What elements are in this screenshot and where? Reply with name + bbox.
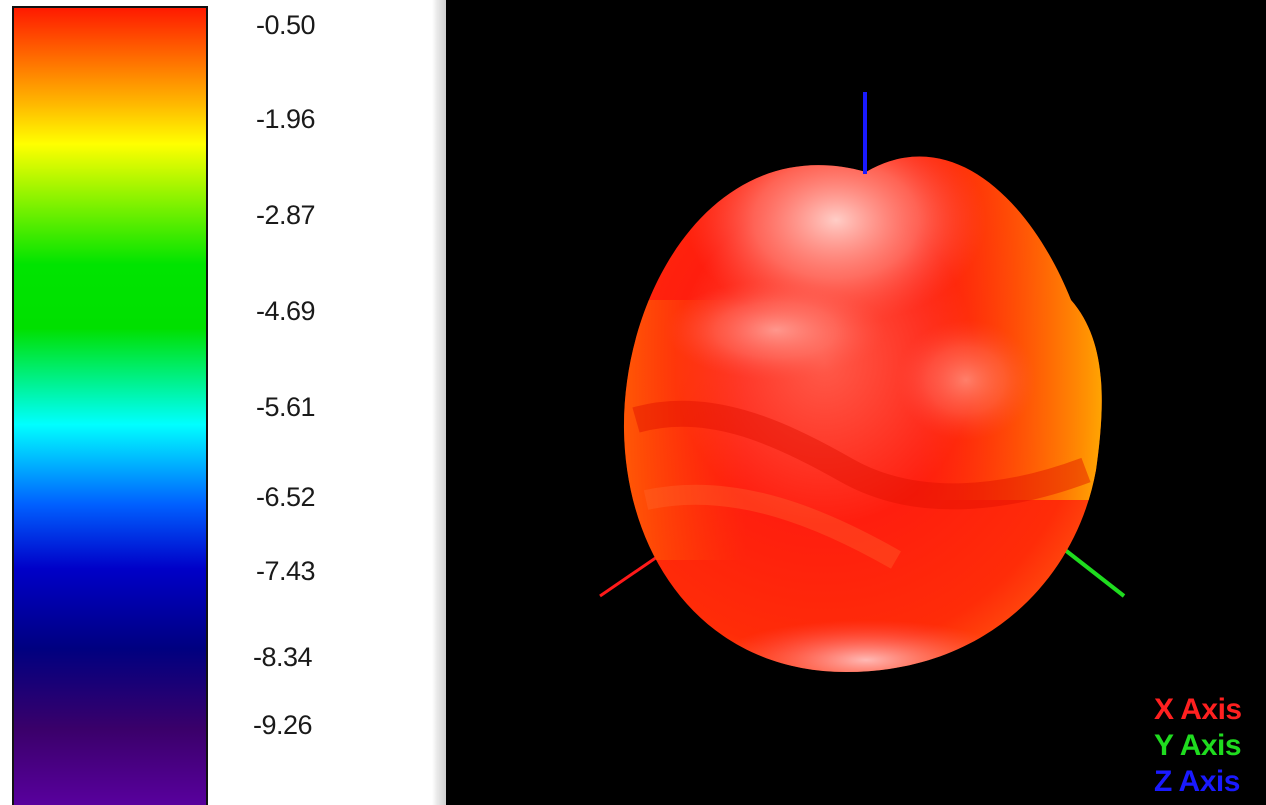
color-scale-tick-label: -2.87	[256, 200, 316, 230]
y-axis-legend-label: Y Axis	[1154, 729, 1242, 762]
panel-divider[interactable]	[432, 0, 446, 805]
radiation-pattern-surface	[623, 156, 1102, 673]
y-axis-line	[1058, 544, 1126, 598]
3d-viewport[interactable]: X Axis Y Axis Z Axis	[446, 0, 1266, 805]
z-axis-legend-label: Z Axis	[1154, 765, 1240, 798]
color-scale-bar	[12, 6, 208, 805]
3d-scene[interactable]	[446, 0, 1266, 805]
x-axis-legend-label: X Axis	[1154, 693, 1242, 726]
color-scale-tick-label: -6.52	[256, 482, 316, 512]
color-scale-tick-label: -5.61	[256, 392, 316, 422]
color-scale-tick-label: -9.26	[253, 710, 313, 740]
color-scale-tick-label: -8.34	[253, 642, 313, 672]
color-scale-tick-label: -1.96	[256, 104, 316, 134]
color-scale-tick-label: -0.50	[256, 10, 316, 40]
color-scale-tick-label: -4.69	[256, 296, 316, 326]
color-scale-tick-label: -7.43	[256, 556, 316, 586]
color-legend-panel: -0.50 -1.96 -2.87 -4.69 -5.61 -6.52 -7.43 -8.34…	[0, 0, 444, 805]
